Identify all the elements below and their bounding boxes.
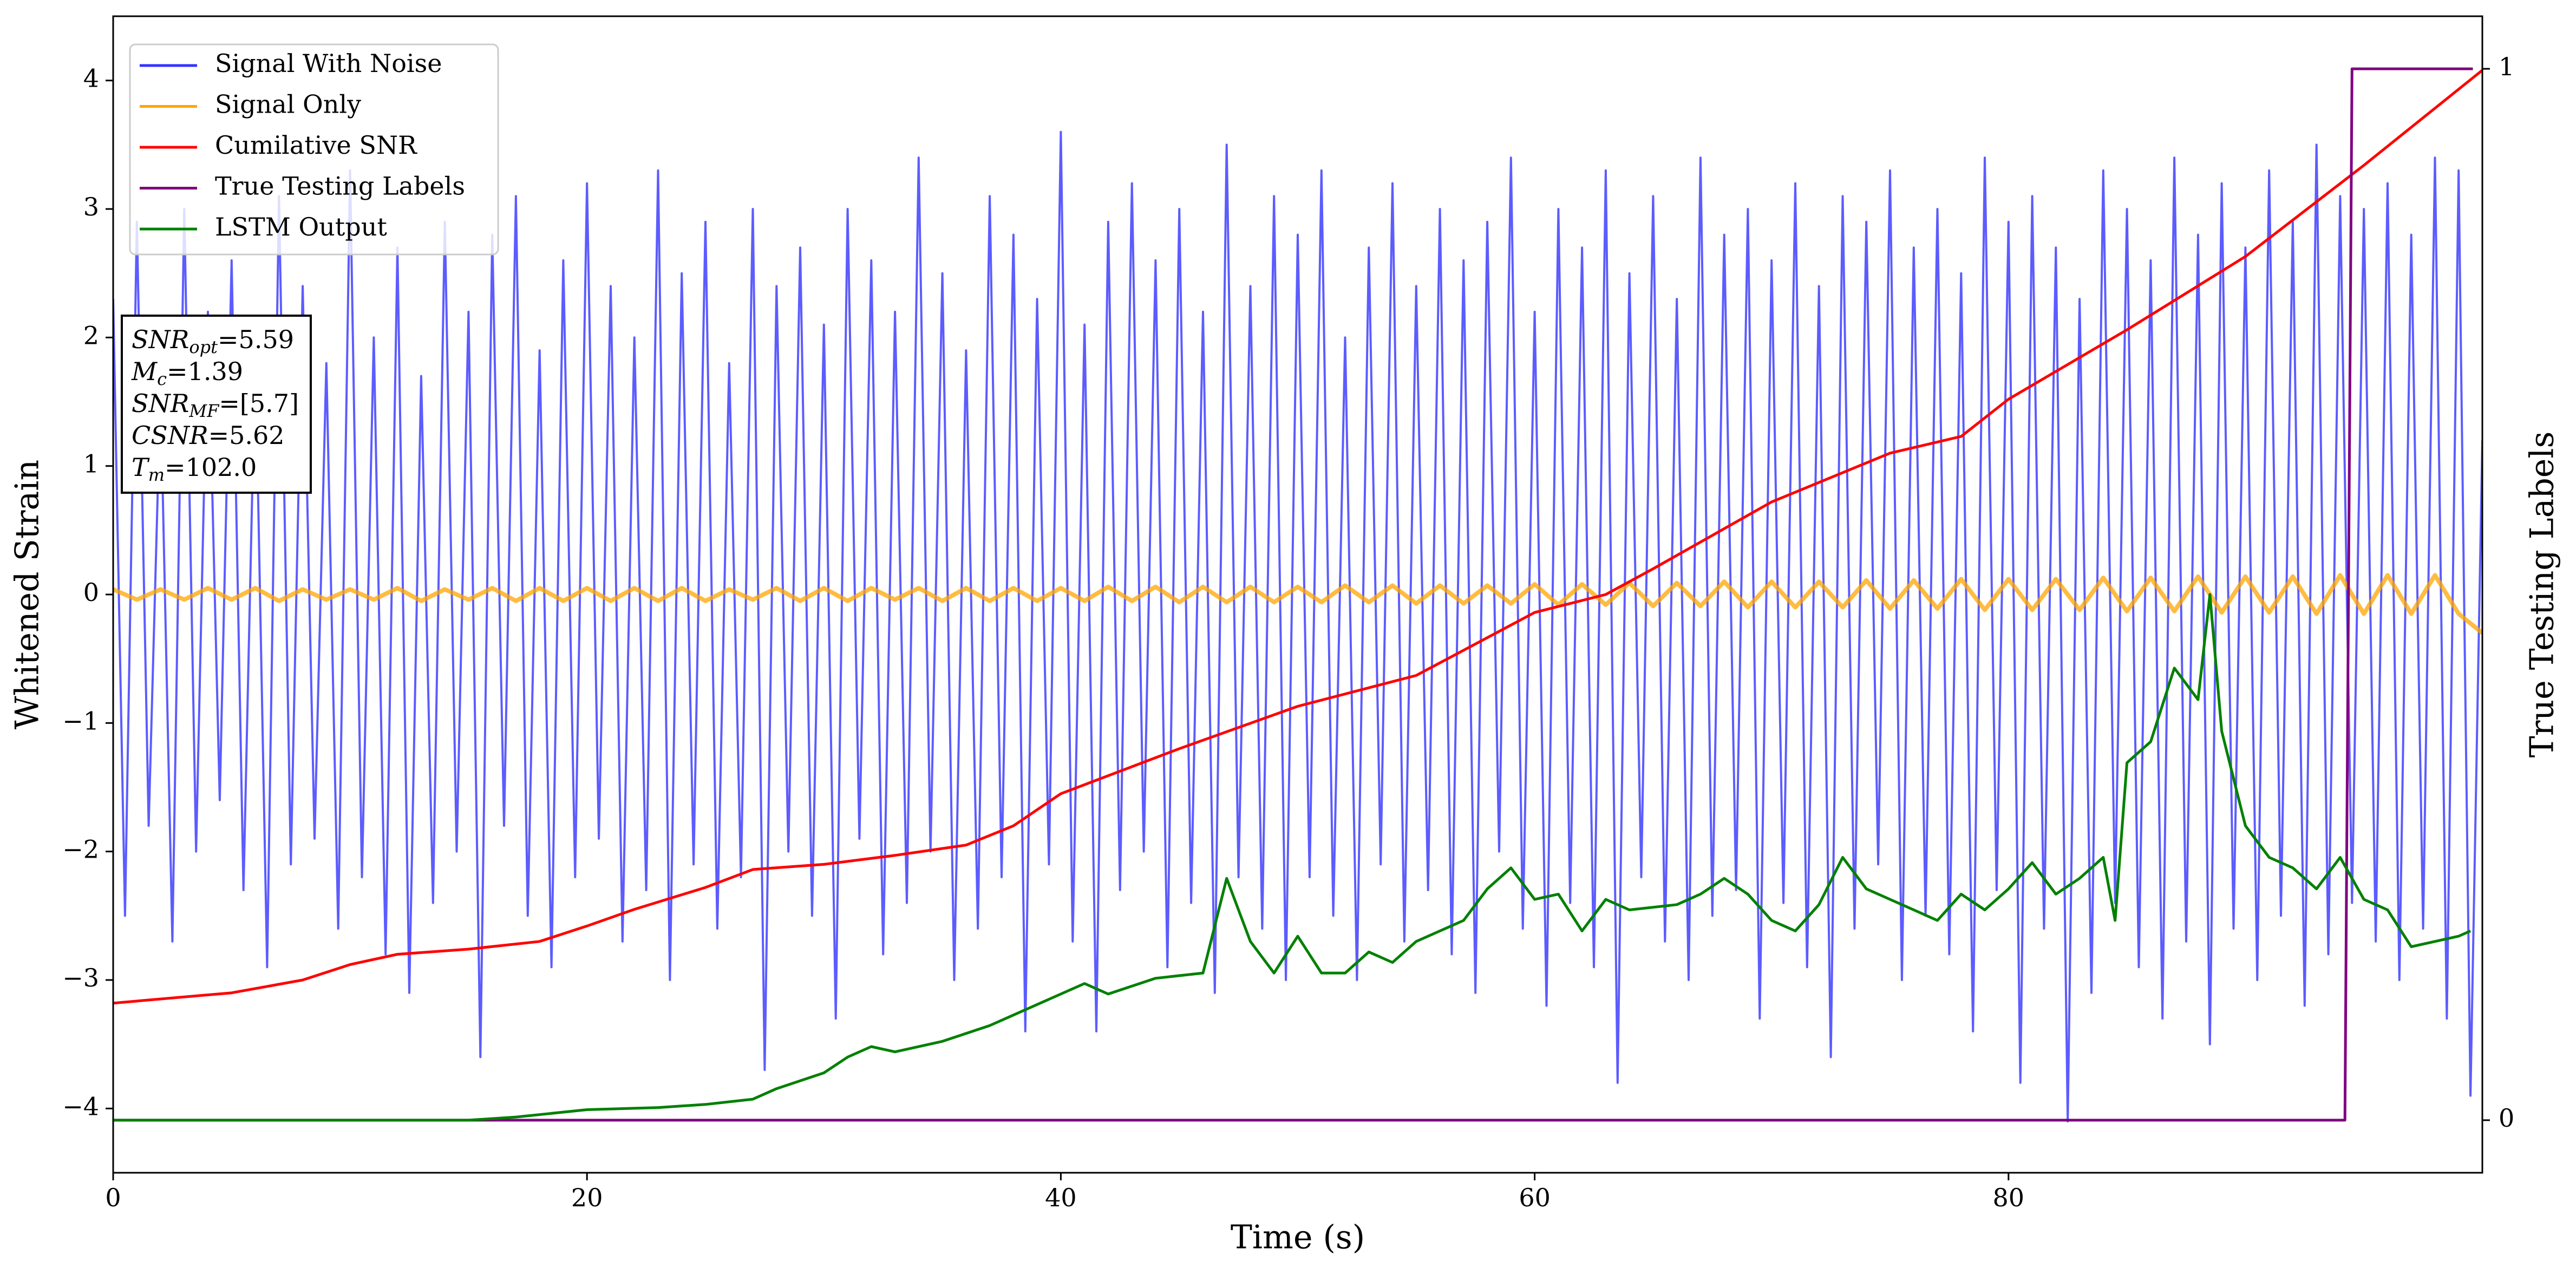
- x-tick-label: 80: [1993, 1183, 2025, 1212]
- annotation-symbol: CSNR: [132, 421, 208, 450]
- y2-tick-label: 0: [2499, 1103, 2514, 1133]
- annotation-subscript: MF: [188, 401, 220, 421]
- x-tick-label: 60: [1519, 1183, 1551, 1212]
- annotation-symbol: T: [132, 453, 150, 482]
- annotation-value: =[5.7]: [219, 389, 299, 418]
- y-tick-label: −2: [62, 835, 99, 864]
- y2-axis-label: True Testing Labels: [2523, 432, 2561, 758]
- series-line: [113, 130, 2482, 1123]
- annotation-subscript: c: [157, 369, 167, 389]
- plot-area: [113, 67, 2482, 1123]
- annotation-line: Tm=102.0: [132, 453, 257, 485]
- legend: Signal With Noise Signal Only Cumilative S…: [129, 43, 499, 256]
- annotation-box: SNRopt=5.59Mc=1.39SNRMF=[5.7]CSNR=5.62Tm…: [121, 315, 312, 494]
- y-tick-label: −4: [62, 1092, 99, 1121]
- annotation-line: Mc=1.39: [131, 357, 243, 389]
- series-line: [113, 573, 2482, 635]
- y-tick-label: 0: [83, 578, 99, 607]
- y-tick-label: −1: [62, 706, 99, 735]
- annotation-symbol: M: [131, 357, 158, 386]
- x-tick-label: 40: [1045, 1183, 1077, 1212]
- annotation-line: SNRMF=[5.7]: [132, 389, 299, 421]
- annotation-value: =5.59: [218, 325, 294, 354]
- x-axis-label: Time (s): [1231, 1219, 1365, 1257]
- x-tick-label: 0: [105, 1183, 121, 1212]
- annotation-line: CSNR=5.62: [132, 421, 285, 450]
- annotation-value: =5.62: [208, 421, 285, 450]
- x-tick-label: 20: [571, 1183, 603, 1212]
- annotation-symbol: SNR: [132, 325, 189, 354]
- legend-label: Signal Only: [215, 90, 361, 119]
- annotation-subscript: m: [148, 465, 165, 485]
- annotation-value: =102.0: [165, 453, 257, 482]
- y-tick-label: 1: [83, 449, 99, 479]
- y2-tick-label: 1: [2499, 52, 2514, 81]
- annotation-symbol: SNR: [132, 389, 189, 418]
- annotation-line: SNRopt=5.59: [132, 325, 294, 357]
- series-line: [113, 69, 2482, 1005]
- annotation-value: =1.39: [167, 357, 243, 386]
- y-tick-label: 4: [83, 64, 99, 93]
- annotation-subscript: opt: [189, 337, 218, 357]
- legend-label: Cumilative SNR: [215, 130, 417, 160]
- legend-box: [129, 43, 499, 256]
- legend-label: Signal With Noise: [215, 49, 442, 78]
- series-line: [113, 593, 2472, 1122]
- y-axis-label: Whitened Strain: [9, 460, 47, 729]
- y-tick-label: −3: [62, 963, 99, 992]
- y-tick-label: 3: [83, 192, 99, 221]
- y-tick-label: 2: [83, 321, 99, 350]
- series-line: [113, 67, 2473, 1122]
- annotation-frame: [121, 315, 312, 494]
- legend-label: LSTM Output: [215, 212, 387, 241]
- legend-label: True Testing Labels: [215, 172, 465, 201]
